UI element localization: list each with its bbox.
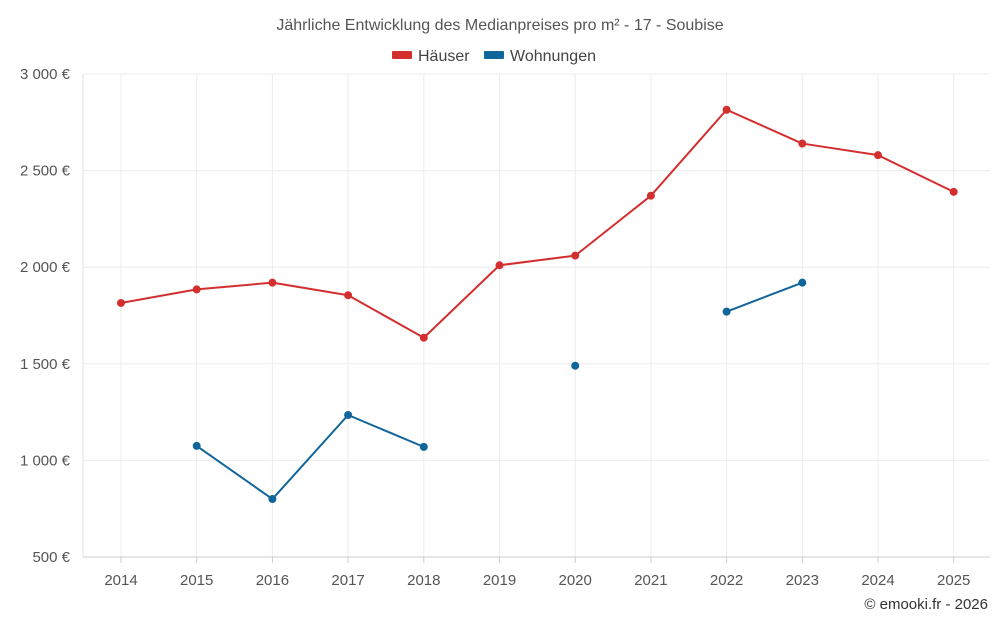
data-point-h-user: [117, 298, 125, 307]
data-point-wohnungen: [798, 278, 807, 287]
series-wohnungen: [192, 278, 807, 504]
data-point-h-user: [419, 333, 428, 342]
series-h-user: [117, 105, 958, 342]
legend-label-wohnungen: Wohnungen: [510, 48, 596, 65]
x-tick-label: 2022: [710, 572, 743, 589]
y-tick-label: 1 000 €: [20, 452, 71, 469]
x-tick-label: 2024: [861, 572, 894, 589]
x-tick-label: 2018: [407, 572, 440, 589]
grid: [83, 73, 990, 558]
x-tick-label: 2020: [559, 572, 592, 589]
data-point-h-user: [874, 151, 882, 160]
legend: Häuser Wohnungen: [392, 48, 596, 65]
x-tick-label: 2017: [331, 572, 364, 589]
y-tick-label: 2 000 €: [20, 259, 71, 276]
x-tick-label: 2025: [937, 572, 970, 589]
data-point-h-user: [646, 191, 655, 200]
x-tick-label: 2023: [786, 572, 819, 589]
y-tick-label: 3 000 €: [20, 66, 71, 83]
data-point-h-user: [192, 285, 201, 294]
data-point-h-user: [722, 105, 731, 114]
x-tick-label: 2015: [180, 572, 213, 589]
x-tick-label: 2016: [256, 572, 289, 589]
legend-label-h-user: Häuser: [418, 48, 470, 65]
x-tick-label: 2014: [104, 572, 137, 589]
y-tick-label: 2 500 €: [20, 163, 71, 180]
y-tick-label: 1 500 €: [20, 356, 71, 373]
legend-swatch-h-user: [392, 51, 412, 59]
chart-title: Jährliche Entwicklung des Medianpreises …: [276, 17, 723, 34]
x-tick-label: 2021: [634, 572, 667, 589]
data-point-h-user: [495, 261, 504, 270]
series-line-wohnungen: [196, 413, 425, 501]
series-layer: [117, 105, 958, 504]
series-line-wohnungen: [726, 281, 803, 313]
data-point-h-user: [268, 278, 277, 287]
data-point-wohnungen: [722, 307, 731, 316]
data-point-wohnungen: [419, 442, 428, 451]
data-point-wohnungen: [571, 361, 580, 370]
data-point-wohnungen: [344, 410, 353, 419]
credit-text: © emooki.fr - 2026: [864, 596, 988, 613]
y-tick-label: 500 €: [32, 549, 70, 566]
data-point-h-user: [798, 139, 807, 148]
axes: 500 € 1 000 € 1 500 € 2 000 € 2 500 € 3 000 €…: [20, 66, 990, 589]
data-point-h-user: [571, 251, 580, 260]
data-point-h-user: [949, 187, 958, 196]
legend-swatch-wohnungen: [484, 51, 504, 59]
data-point-wohnungen: [192, 441, 201, 450]
data-point-wohnungen: [268, 495, 277, 504]
x-tick-label: 2019: [483, 572, 516, 589]
series-line-h-user: [120, 108, 955, 339]
data-point-h-user: [344, 291, 353, 300]
